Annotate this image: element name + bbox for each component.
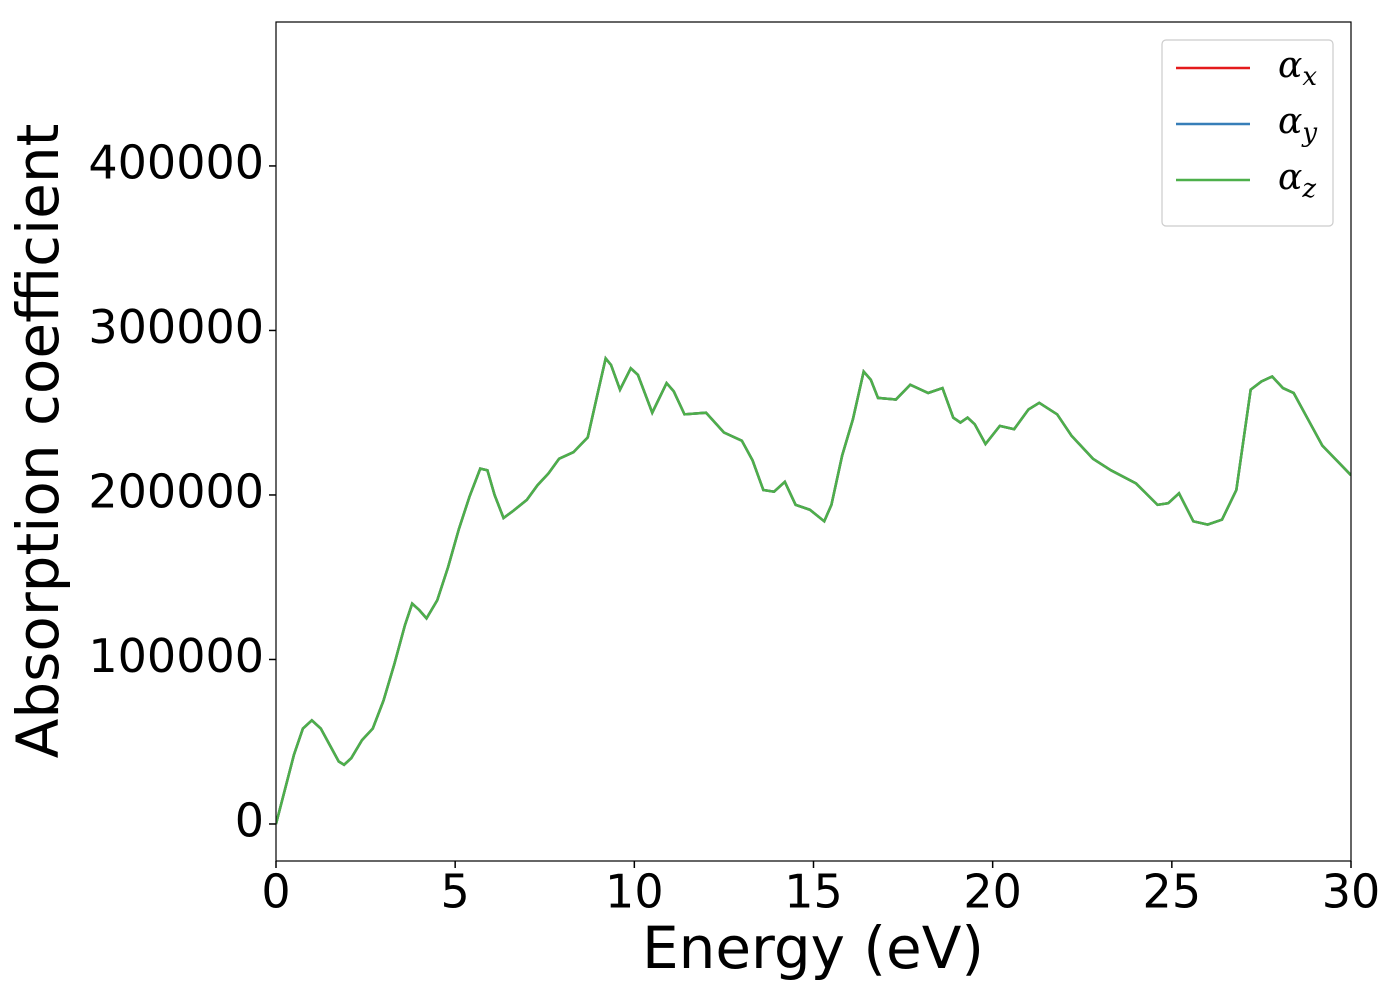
y-tick-label: 300000 — [88, 300, 264, 354]
legend-label: αy — [1278, 101, 1317, 148]
x-tick-label: 0 — [261, 865, 290, 919]
y-tick-label: 100000 — [88, 629, 264, 683]
x-tick-label: 10 — [605, 865, 664, 919]
x-axis-label: Energy (eV) — [642, 914, 984, 982]
y-tick-label: 0 — [235, 793, 264, 847]
x-tick-label: 25 — [1143, 865, 1202, 919]
legend-label: αx — [1278, 45, 1317, 92]
plot-frame — [275, 21, 1352, 862]
line-series — [276, 355, 1351, 825]
line-series — [276, 355, 1351, 825]
x-tick-label: 15 — [784, 865, 843, 919]
line-series — [276, 355, 1351, 825]
legend-label: αz — [1278, 157, 1316, 204]
y-tick-label: 200000 — [88, 464, 264, 518]
y-axis-label: Absorption coefficient — [4, 124, 72, 759]
x-tick-label: 5 — [441, 865, 470, 919]
x-tick-label: 20 — [963, 865, 1022, 919]
x-tick-label: 30 — [1322, 865, 1381, 919]
y-tick-label: 400000 — [88, 135, 264, 189]
